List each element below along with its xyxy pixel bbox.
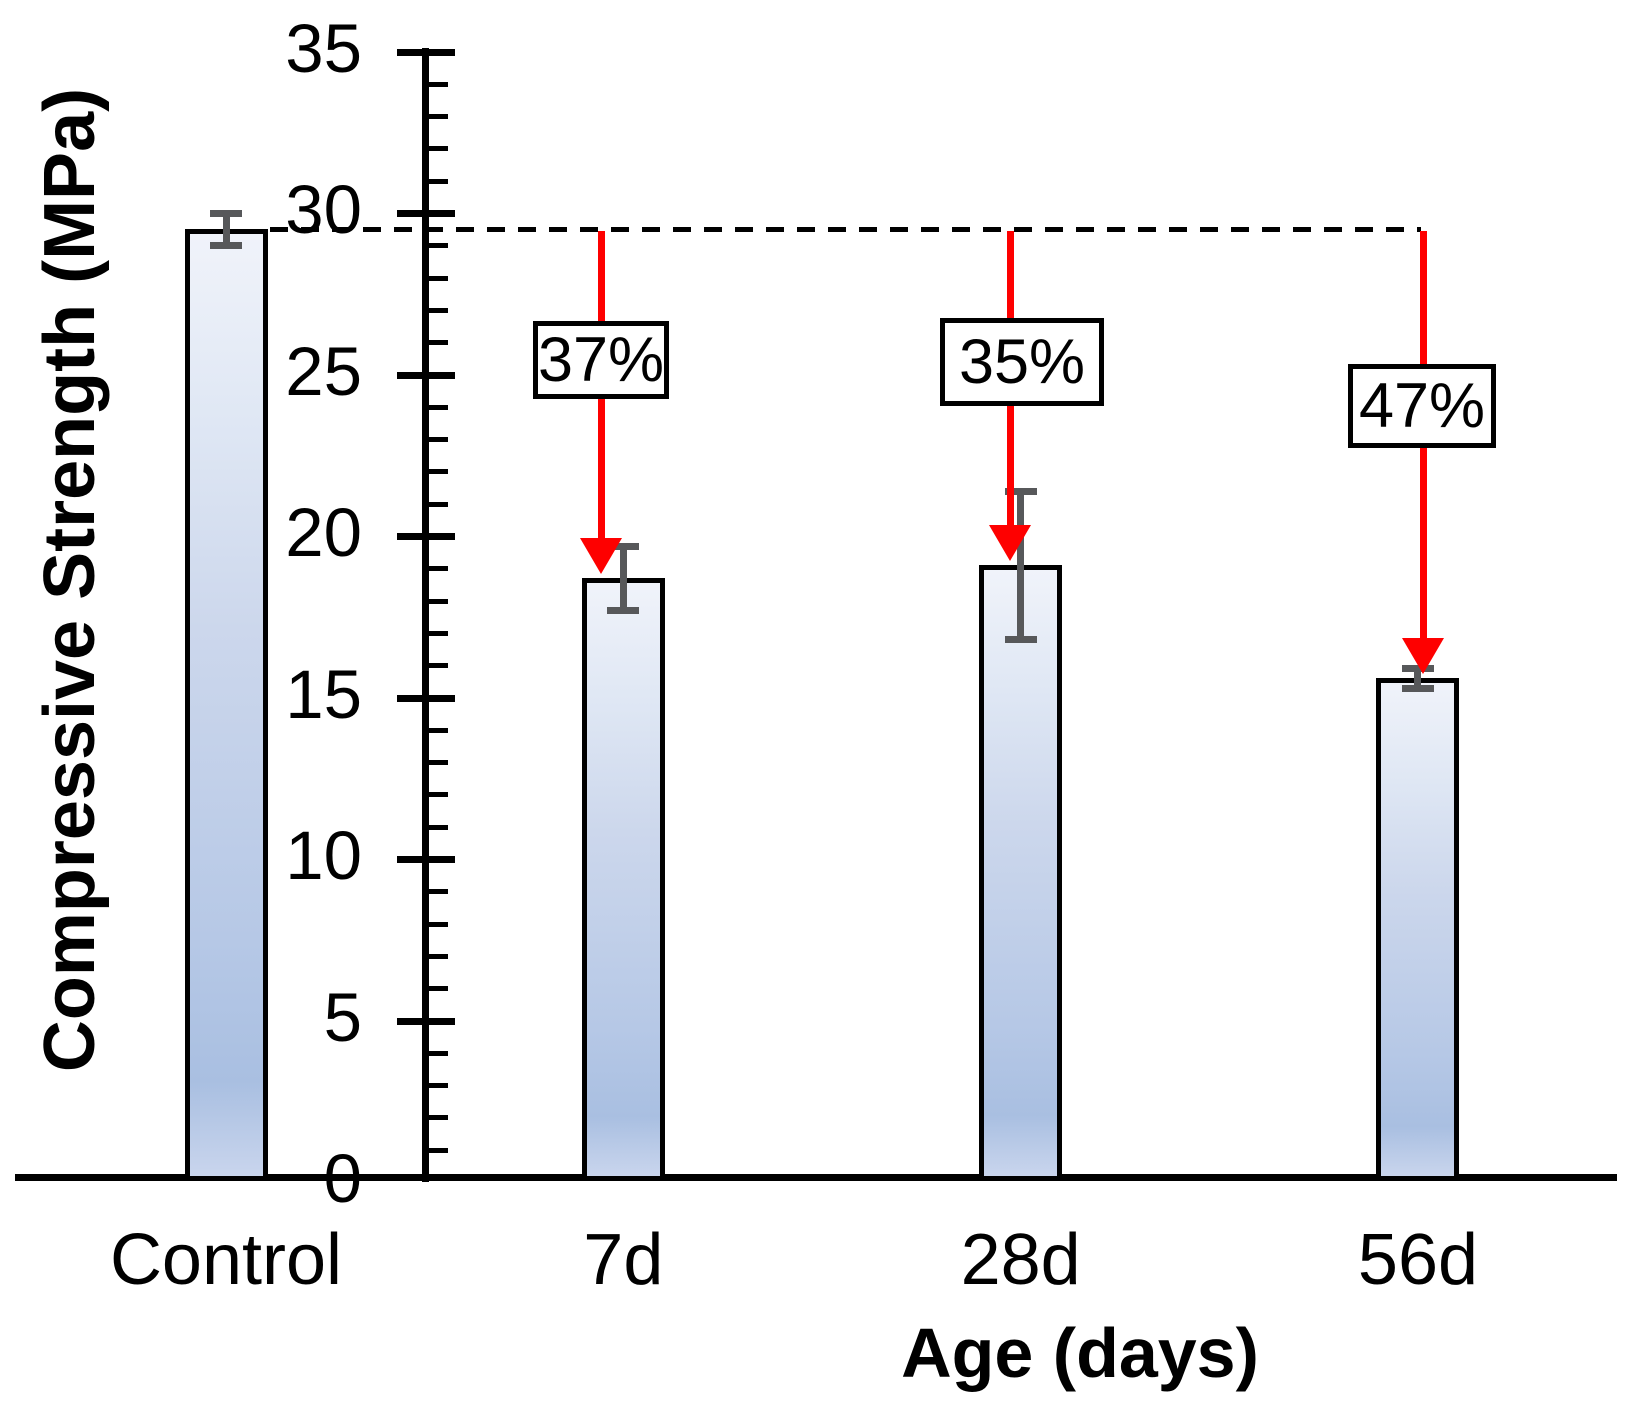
- error-bar-line: [1414, 668, 1422, 688]
- y-minor-tick: [425, 243, 448, 249]
- x-axis-title: Age (days): [901, 1314, 1259, 1392]
- y-tick-label: 5: [323, 978, 362, 1056]
- y-minor-tick: [425, 114, 448, 120]
- y-major-tick: [397, 533, 455, 540]
- reduction-arrow-head: [580, 537, 622, 574]
- y-minor-tick: [425, 921, 448, 927]
- category-label: 7d: [583, 1220, 664, 1300]
- y-tick-label: 10: [285, 817, 362, 894]
- reduction-label-box: 35%: [940, 318, 1104, 406]
- y-major-tick: [397, 856, 455, 863]
- bar-7d: [581, 577, 665, 1181]
- y-minor-tick: [425, 824, 448, 830]
- error-bar-cap-bottom: [1004, 636, 1037, 644]
- y-minor-tick: [425, 437, 448, 443]
- y-minor-tick: [425, 1050, 448, 1056]
- x-axis-line: [15, 1174, 1617, 1181]
- y-minor-tick: [425, 340, 448, 346]
- error-bar-cap-top: [210, 210, 242, 217]
- reduction-arrow-head: [1402, 638, 1444, 675]
- y-minor-tick: [425, 1147, 448, 1153]
- y-major-tick: [397, 1017, 455, 1025]
- bar-control: [184, 229, 268, 1181]
- y-tick-label: 25: [285, 332, 362, 410]
- y-minor-tick: [425, 566, 448, 572]
- y-minor-tick: [425, 81, 448, 87]
- y-minor-tick: [425, 501, 448, 507]
- y-minor-tick: [425, 727, 448, 733]
- y-major-tick: [397, 210, 455, 217]
- y-minor-tick: [425, 146, 448, 152]
- y-minor-tick: [425, 275, 448, 281]
- y-minor-tick: [425, 760, 448, 766]
- category-label: 28d: [960, 1220, 1081, 1300]
- y-axis-line: [422, 48, 429, 1182]
- y-tick-label: 30: [285, 171, 362, 248]
- y-minor-tick: [425, 889, 448, 895]
- y-major-tick: [397, 48, 455, 56]
- reduction-label-box: 37%: [533, 321, 669, 399]
- category-label: 56d: [1357, 1220, 1479, 1300]
- y-major-tick: [397, 371, 455, 379]
- error-bar-cap-top: [1004, 487, 1037, 495]
- y-minor-tick: [425, 307, 448, 313]
- reduction-label-box: 47%: [1348, 364, 1496, 448]
- y-minor-tick: [425, 986, 448, 992]
- y-major-tick: [397, 694, 455, 702]
- y-tick-label: 15: [285, 655, 362, 733]
- y-minor-tick: [425, 630, 448, 636]
- error-bar-cap-bottom: [210, 242, 242, 250]
- y-minor-tick: [425, 598, 448, 604]
- error-bar-cap-top: [607, 542, 640, 550]
- error-bar-cap-bottom: [1401, 684, 1434, 692]
- y-minor-tick: [425, 404, 448, 410]
- y-minor-tick: [425, 178, 448, 184]
- bar-56d: [1376, 678, 1460, 1181]
- y-minor-tick: [425, 1115, 448, 1121]
- reduction-arrow-head: [989, 525, 1031, 562]
- y-tick-label: 35: [285, 9, 362, 87]
- reference-dashed-line: [270, 227, 1421, 233]
- error-bar-line: [1017, 490, 1025, 640]
- y-tick-label: 0: [323, 1140, 362, 1217]
- error-bar-line: [619, 545, 627, 611]
- y-minor-tick: [425, 663, 448, 669]
- category-label: Control: [109, 1220, 343, 1300]
- error-bar-line: [222, 213, 230, 246]
- y-tick-label: 20: [285, 494, 362, 571]
- y-minor-tick: [425, 1083, 448, 1089]
- y-minor-tick: [425, 953, 448, 959]
- bar-28d: [979, 565, 1063, 1181]
- y-minor-tick: [425, 469, 448, 475]
- y-minor-tick: [425, 792, 448, 798]
- error-bar-cap-bottom: [607, 607, 640, 615]
